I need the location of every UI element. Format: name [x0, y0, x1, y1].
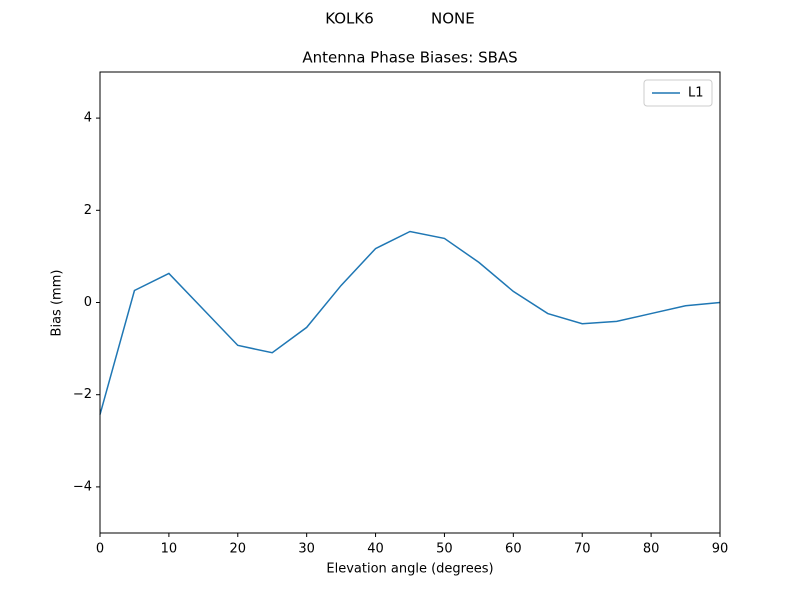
- x-tick-label: 50: [436, 542, 453, 557]
- y-tick-label: −2: [73, 387, 92, 402]
- legend-label: L1: [688, 86, 704, 101]
- x-tick-label: 60: [505, 542, 522, 557]
- suptitle: KOLK6 NONE: [325, 10, 475, 28]
- chart-title: Antenna Phase Biases: SBAS: [302, 49, 517, 67]
- x-axis-label: Elevation angle (degrees): [326, 562, 493, 577]
- x-tick-label: 80: [643, 542, 660, 557]
- y-tick-label: 4: [84, 111, 92, 126]
- x-tick-label: 20: [230, 542, 247, 557]
- x-tick-label: 70: [574, 542, 591, 557]
- data-line: [99, 230, 721, 415]
- x-tick-label: 40: [367, 542, 384, 557]
- plot-frame: [99, 71, 721, 534]
- y-tick-label: −4: [73, 479, 92, 494]
- y-tick-label: 2: [84, 203, 92, 218]
- x-tick-label: 10: [161, 542, 178, 557]
- x-tick-label: 0: [96, 542, 104, 557]
- x-tick-label: 30: [298, 542, 315, 557]
- x-tick-label: 90: [712, 542, 729, 557]
- y-axis-label: Bias (mm): [50, 270, 65, 337]
- y-tick-label: 0: [84, 295, 92, 310]
